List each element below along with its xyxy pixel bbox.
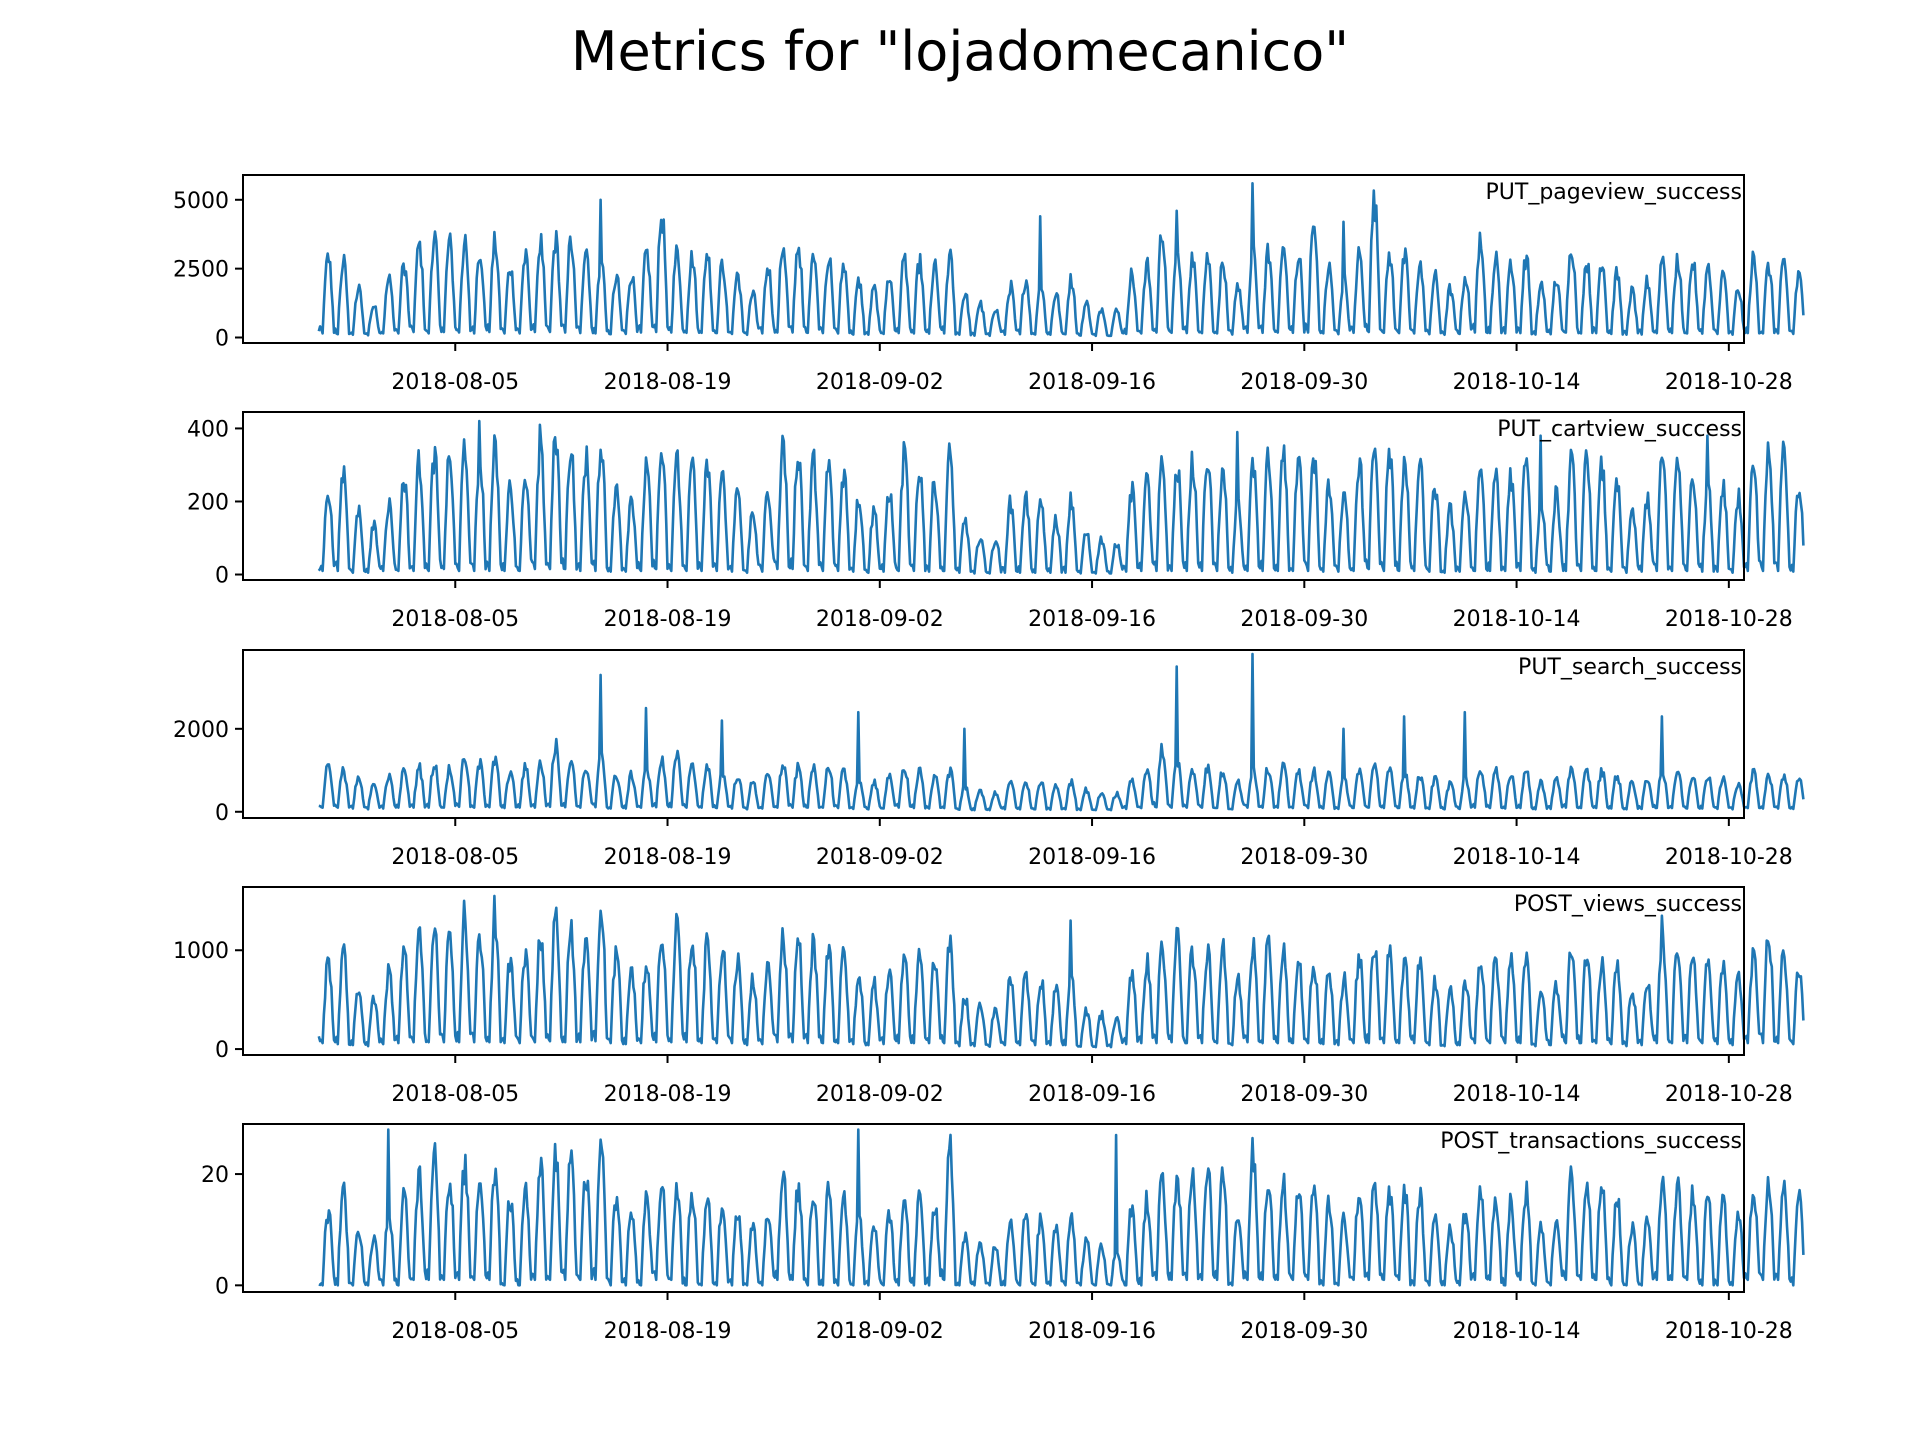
x-tick-label: 2018-10-28	[1665, 845, 1793, 870]
x-tick-label: 2018-09-30	[1240, 1319, 1368, 1344]
x-tick-label: 2018-09-30	[1240, 1082, 1368, 1107]
y-tick-label: 1000	[173, 939, 229, 964]
panel-1: 0 2500 5000 2018-08-05 2018-08-19 2018-09-02 2…	[173, 174, 1805, 395]
y-tick-label: 0	[215, 801, 229, 826]
x-tick-label: 2018-09-30	[1240, 370, 1368, 395]
x-tick-label: 2018-08-19	[604, 370, 732, 395]
x-tick-label: 2018-10-28	[1665, 1319, 1793, 1344]
x-tick-label: 2018-08-05	[391, 1319, 519, 1344]
series-line	[317, 894, 1805, 1049]
x-tick-label: 2018-08-05	[391, 607, 519, 632]
x-tick-label: 2018-09-02	[816, 1319, 944, 1344]
x-tick-label: 2018-10-14	[1453, 1082, 1581, 1107]
y-tick-label: 400	[187, 417, 229, 442]
y-tick-label: 0	[215, 1274, 229, 1299]
x-tick-label: 2018-10-14	[1453, 607, 1581, 632]
x-tick-label: 2018-09-02	[816, 370, 944, 395]
panel-3: 0 2000 2018-08-05 2018-08-19 2018-09-02 2018-…	[173, 649, 1805, 870]
figure-title: Metrics for "lojadomecanico"	[570, 20, 1350, 83]
axes-frame	[242, 886, 1745, 1056]
series-line	[318, 1128, 1805, 1287]
x-tick-label: 2018-09-30	[1240, 845, 1368, 870]
panel-4: 0 1000 2018-08-05 2018-08-19 2018-09-02 2018-…	[173, 886, 1805, 1107]
x-tick-label: 2018-08-05	[391, 1082, 519, 1107]
x-tick-label: 2018-08-05	[391, 845, 519, 870]
y-tick-label: 5000	[173, 189, 229, 214]
axes-frame	[242, 1123, 1745, 1293]
series-line	[317, 182, 1805, 338]
x-tick-label: 2018-10-28	[1665, 1082, 1793, 1107]
y-tick-label: 0	[215, 1038, 229, 1063]
y-tick-label: 20	[201, 1163, 229, 1188]
x-tick-label: 2018-09-16	[1028, 845, 1156, 870]
series-label: POST_transactions_success	[1440, 1129, 1742, 1154]
y-tick-label: 0	[215, 326, 229, 351]
x-tick-label: 2018-09-30	[1240, 607, 1368, 632]
x-tick-label: 2018-08-05	[391, 370, 519, 395]
y-tick-label: 0	[215, 564, 229, 589]
y-tick-label: 2000	[173, 718, 229, 743]
x-tick-label: 2018-08-19	[604, 1319, 732, 1344]
series-label: POST_views_success	[1514, 892, 1742, 917]
axes-frame	[242, 649, 1745, 819]
x-tick-label: 2018-10-28	[1665, 607, 1793, 632]
y-tick-label: 2500	[173, 258, 229, 283]
x-tick-label: 2018-10-14	[1453, 370, 1581, 395]
x-tick-label: 2018-09-16	[1028, 1082, 1156, 1107]
x-tick-label: 2018-09-16	[1028, 607, 1156, 632]
axes-frame	[242, 411, 1745, 581]
x-tick-label: 2018-08-19	[604, 607, 732, 632]
x-tick-label: 2018-09-02	[816, 1082, 944, 1107]
x-tick-label: 2018-09-16	[1028, 370, 1156, 395]
series-line	[317, 419, 1805, 575]
panel-2: 0 200 400 2018-08-05 2018-08-19 2018-09-02 201…	[187, 411, 1805, 632]
y-tick-label: 200	[187, 490, 229, 515]
x-tick-label: 2018-10-14	[1453, 845, 1581, 870]
x-tick-label: 2018-09-02	[816, 607, 944, 632]
x-tick-label: 2018-09-02	[816, 845, 944, 870]
series-line	[318, 652, 1805, 812]
axes-frame	[242, 174, 1745, 344]
panel-5: 0 20 2018-08-05 2018-08-19 2018-09-02 2018-09…	[201, 1123, 1805, 1344]
x-tick-label: 2018-10-14	[1453, 1319, 1581, 1344]
series-label: PUT_search_success	[1518, 655, 1742, 680]
x-tick-label: 2018-09-16	[1028, 1319, 1156, 1344]
series-label: PUT_cartview_success	[1497, 417, 1742, 442]
x-tick-label: 2018-10-28	[1665, 370, 1793, 395]
x-tick-label: 2018-08-19	[604, 845, 732, 870]
series-label: PUT_pageview_success	[1486, 180, 1742, 205]
x-tick-label: 2018-08-19	[604, 1082, 732, 1107]
